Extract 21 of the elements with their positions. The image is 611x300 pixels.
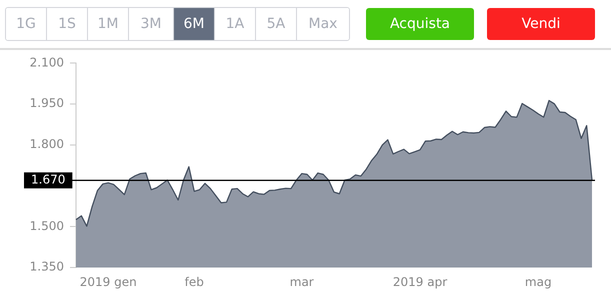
text: 1G xyxy=(6,8,46,40)
ref-line-label: 1.670 xyxy=(31,172,66,187)
text: 1S xyxy=(46,8,87,40)
y-tick-label: 1.500 xyxy=(30,218,64,233)
y-tick-label: 1.950 xyxy=(30,96,64,110)
text: 3M xyxy=(128,8,173,40)
x-tick-label: 2019 apr xyxy=(392,274,448,289)
x-tick-label: mag xyxy=(524,274,552,289)
text: 1M xyxy=(87,8,128,40)
text: 1A xyxy=(214,8,255,40)
x-tick-label: mar xyxy=(290,274,314,289)
text: Acquista xyxy=(366,8,474,40)
text: 6M xyxy=(173,8,214,40)
y-tick-label: 2.100 xyxy=(30,55,64,70)
text: 5A xyxy=(255,8,296,40)
y-tick-label: 1.350 xyxy=(30,260,64,274)
x-tick-label: feb xyxy=(184,274,204,289)
text: Vendi xyxy=(487,8,595,40)
x-tick-label: 2019 gen xyxy=(80,274,137,289)
text: Max xyxy=(296,8,349,40)
y-tick-label: 1.800 xyxy=(30,137,64,152)
